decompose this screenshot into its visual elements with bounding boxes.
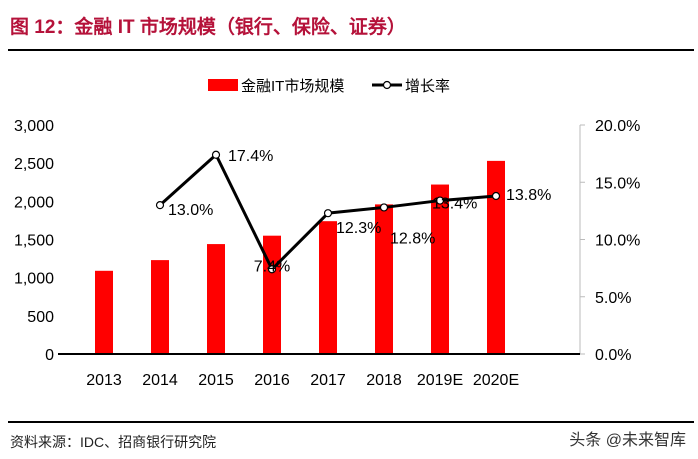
title-divider (8, 49, 694, 51)
growth-data-label: 13.4% (432, 196, 477, 213)
bar-2019E (431, 184, 449, 354)
x-tick-label: 2015 (198, 372, 234, 389)
source-note: 资料来源：IDC、招商银行研究院 (10, 434, 217, 450)
x-tick-label: 2014 (142, 372, 178, 389)
growth-data-label: 12.8% (390, 230, 435, 247)
bar-2020E (487, 160, 505, 354)
growth-data-label: 17.4% (228, 148, 273, 165)
growth-data-label: 7.4% (254, 258, 290, 275)
growth-marker-2017 (323, 209, 333, 218)
y-right-tick-label: 20.0% (595, 118, 640, 135)
x-tick-label: 2020E (473, 372, 519, 389)
y-right-tick-label: 10.0% (595, 233, 640, 250)
x-tick-label: 2019E (417, 372, 463, 389)
bar-2013 (95, 270, 113, 354)
y-left-tick-label: 0 (45, 347, 54, 364)
legend-marker (382, 80, 392, 90)
y-left-tick-label: 1,000 (14, 271, 54, 288)
growth-marker-2014 (155, 201, 165, 210)
legend-label-bar: 金融IT市场规模 (241, 78, 344, 95)
x-tick-label: 2017 (310, 372, 346, 389)
bar-2017 (319, 221, 337, 354)
x-tick-label: 2016 (254, 372, 290, 389)
growth-marker-2018 (379, 203, 389, 212)
x-tick-label: 2018 (366, 372, 402, 389)
y-right-tick-label: 5.0% (595, 290, 631, 307)
growth-data-label: 13.0% (168, 202, 213, 219)
growth-data-label: 12.3% (336, 220, 381, 237)
figure-title: 图 12：金融 IT 市场规模（银行、保险、证券） (10, 17, 406, 38)
bar-2014 (151, 260, 169, 354)
y-left-tick-label: 500 (27, 309, 54, 326)
bar-2018 (375, 204, 393, 354)
bar-2015 (207, 244, 225, 354)
y-left-tick-label: 2,500 (14, 156, 54, 173)
y-left-tick-label: 3,000 (14, 118, 54, 135)
growth-data-label: 13.8% (506, 187, 551, 204)
growth-marker-2019E (435, 196, 445, 205)
footer-divider (8, 421, 694, 423)
chart: 金融IT市场规模 增长率 0 500 1,000 1,500 2,000 2,500 3,000… (14, 78, 640, 389)
y-left-tick-label: 2,000 (14, 194, 54, 211)
y-left-tick-label: 1,500 (14, 233, 54, 250)
watermark: 头条 @未来智库 (569, 432, 686, 449)
growth-marker-2015 (211, 150, 221, 159)
y-right-tick-label: 0.0% (595, 347, 631, 364)
legend-swatch-bar (208, 79, 238, 91)
x-tick-label: 2013 (86, 372, 122, 389)
legend-label-line: 增长率 (405, 78, 450, 95)
growth-marker-2016 (267, 265, 277, 274)
y-right-tick-label: 15.0% (595, 175, 640, 192)
growth-marker-2020E (491, 191, 501, 201)
